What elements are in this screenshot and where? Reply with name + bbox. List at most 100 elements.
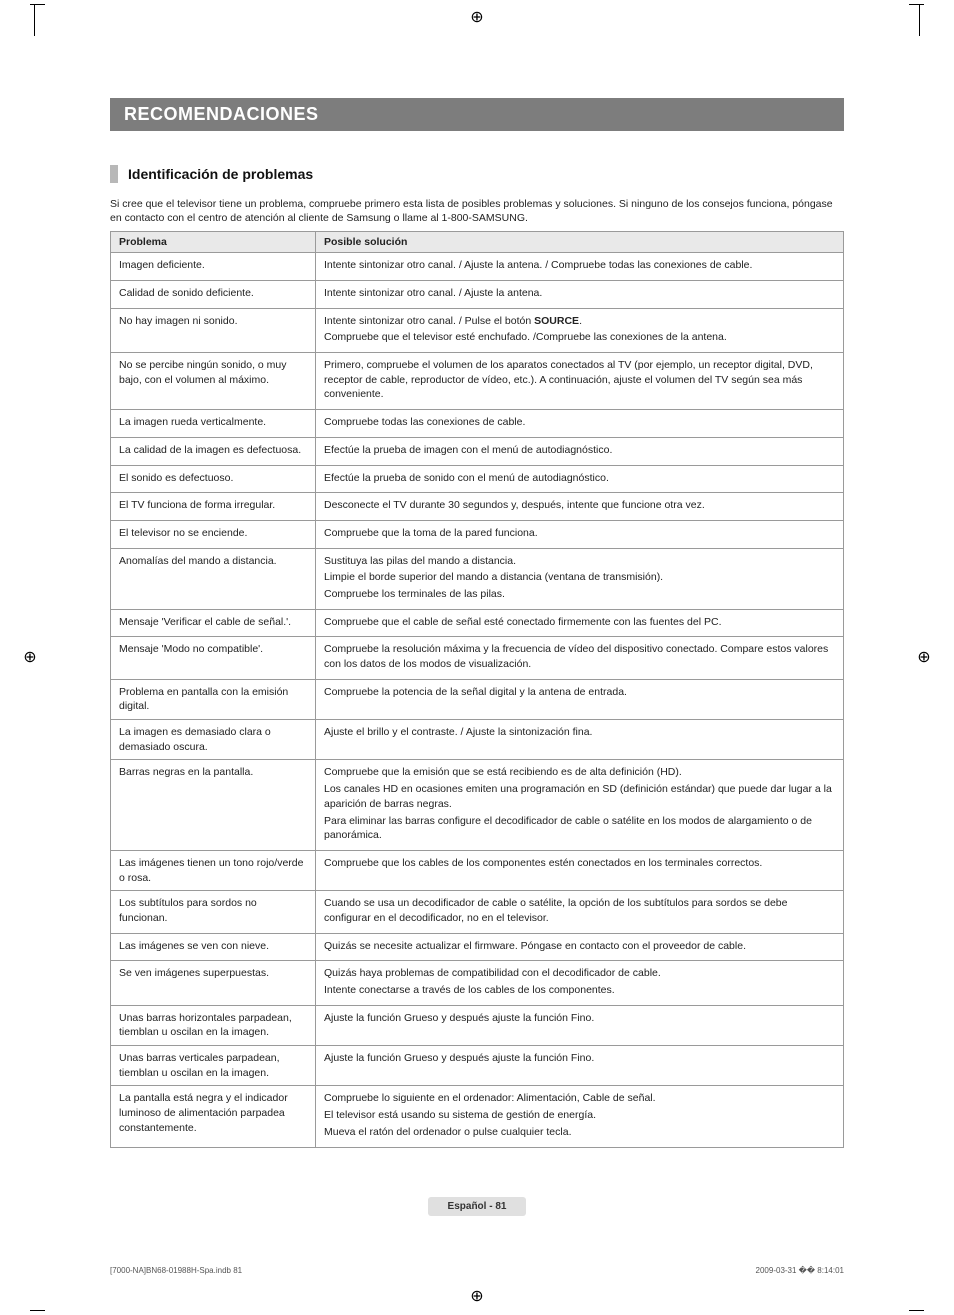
solution-cell: Compruebe la resolución máxima y la frec… <box>316 637 844 679</box>
problem-cell: Problema en pantalla con la emisión digi… <box>111 679 316 719</box>
solution-cell: Compruebe que la toma de la pared funcio… <box>316 520 844 548</box>
solution-cell: Ajuste el brillo y el contraste. / Ajust… <box>316 720 844 760</box>
problem-cell: La imagen rueda verticalmente. <box>111 410 316 438</box>
registration-mark-left: ⊕ <box>22 650 38 666</box>
problem-cell: Anomalías del mando a distancia. <box>111 548 316 609</box>
solution-line: Sustituya las pilas del mando a distanci… <box>324 554 835 569</box>
solution-line: Quizás se necesite actualizar el firmwar… <box>324 939 835 954</box>
col-header-solution: Posible solución <box>316 232 844 253</box>
solution-line: Compruebe lo siguiente en el ordenador: … <box>324 1091 835 1106</box>
solution-cell: Cuando se usa un decodificador de cable … <box>316 891 844 933</box>
solution-cell: Efectúe la prueba de imagen con el menú … <box>316 437 844 465</box>
crop-mark-br <box>909 1296 924 1311</box>
solution-line: Compruebe todas las conexiones de cable. <box>324 415 835 430</box>
registration-mark-bottom: ⊕ <box>469 1289 485 1305</box>
registration-mark-top: ⊕ <box>469 10 485 26</box>
troubleshooting-table: Problema Posible solución Imagen deficie… <box>110 231 844 1147</box>
solution-line: Compruebe la resolución máxima y la frec… <box>324 642 835 671</box>
table-row: Mensaje 'Modo no compatible'. Compruebe l… <box>111 637 844 679</box>
table-row: Unas barras verticales parpadean, tiembl… <box>111 1046 844 1086</box>
solution-cell: Compruebe que los cables de los componen… <box>316 850 844 890</box>
problem-cell: Barras negras en la pantalla. <box>111 760 316 850</box>
print-meta-file: [7000-NA]BN68-01988H-Spa.indb 81 <box>110 1266 242 1275</box>
solution-cell: Desconecte el TV durante 30 segundos y, … <box>316 493 844 521</box>
table-row: No hay imagen ni sonido. Intente sintoniz… <box>111 308 844 352</box>
page-footer: Español - 81 <box>110 1196 844 1216</box>
problem-cell: Unas barras horizontales parpadean, tiem… <box>111 1005 316 1045</box>
solution-line: Ajuste la función Grueso y después ajust… <box>324 1011 835 1026</box>
solution-cell: Sustituya las pilas del mando a distanci… <box>316 548 844 609</box>
solution-line: Intente sintonizar otro canal. / Ajuste … <box>324 286 835 301</box>
solution-line: Quizás haya problemas de compatibilidad … <box>324 966 835 981</box>
table-row: Calidad de sonido deficiente. Intente sin… <box>111 281 844 309</box>
problem-cell: El TV funciona de forma irregular. <box>111 493 316 521</box>
solution-cell: Quizás se necesite actualizar el firmwar… <box>316 933 844 961</box>
solution-cell: Compruebe que la emisión que se está rec… <box>316 760 844 850</box>
solution-line: Cuando se usa un decodificador de cable … <box>324 896 835 925</box>
section-heading-text: Identificación de problemas <box>128 166 313 182</box>
solution-line: Compruebe que los cables de los componen… <box>324 856 835 871</box>
solution-line: Compruebe que el cable de señal esté con… <box>324 615 835 630</box>
print-meta-timestamp: 2009-03-31 �� 8:14:01 <box>756 1266 844 1275</box>
table-row: El televisor no se enciende.Compruebe qu… <box>111 520 844 548</box>
crop-mark-tr <box>909 4 924 19</box>
crop-mark-bl <box>30 1296 45 1311</box>
solution-cell: Efectúe la prueba de sonido con el menú … <box>316 465 844 493</box>
problem-cell: No hay imagen ni sonido. <box>111 308 316 352</box>
page-content: RECOMENDACIONES Identificación de proble… <box>0 0 954 1256</box>
intro-text: Si cree que el televisor tiene un proble… <box>110 197 844 225</box>
table-row: Mensaje 'Verificar el cable de señal.'.C… <box>111 609 844 637</box>
solution-line: Ajuste la función Grueso y después ajust… <box>324 1051 835 1066</box>
solution-line: Compruebe que la toma de la pared funcio… <box>324 526 835 541</box>
section-heading: Identificación de problemas <box>110 165 844 183</box>
problem-cell: Unas barras verticales parpadean, tiembl… <box>111 1046 316 1086</box>
solution-line: Limpie el borde superior del mando a dis… <box>324 570 835 585</box>
solution-line: Primero, compruebe el volumen de los apa… <box>324 358 835 402</box>
solution-line: Compruebe la potencia de la señal digita… <box>324 685 835 700</box>
table-row: La imagen rueda verticalmente. Compruebe … <box>111 410 844 438</box>
solution-line: Intente conectarse a través de los cable… <box>324 983 835 998</box>
solution-cell: Compruebe todas las conexiones de cable. <box>316 410 844 438</box>
solution-line: Compruebe los terminales de las pilas. <box>324 587 835 602</box>
solution-line: Los canales HD en ocasiones emiten una p… <box>324 782 835 811</box>
solution-line: Compruebe que el televisor esté enchufad… <box>324 330 835 345</box>
page-number-pill: Español - 81 <box>428 1197 527 1216</box>
problem-cell: Imagen deficiente. <box>111 253 316 281</box>
table-row: La pantalla está negra y el indicador lu… <box>111 1086 844 1147</box>
print-meta: [7000-NA]BN68-01988H-Spa.indb 81 2009-03… <box>110 1266 844 1275</box>
problem-cell: Calidad de sonido deficiente. <box>111 281 316 309</box>
solution-cell: Primero, compruebe el volumen de los apa… <box>316 353 844 410</box>
solution-cell: Ajuste la función Grueso y después ajust… <box>316 1005 844 1045</box>
problem-cell: No se percibe ningún sonido, o muy bajo,… <box>111 353 316 410</box>
solution-line: Intente sintonizar otro canal. / Pulse e… <box>324 314 835 329</box>
col-header-problem: Problema <box>111 232 316 253</box>
page-title-bar: RECOMENDACIONES <box>110 98 844 131</box>
solution-cell: Intente sintonizar otro canal. / Ajuste … <box>316 281 844 309</box>
problem-cell: La pantalla está negra y el indicador lu… <box>111 1086 316 1147</box>
table-row: Las imágenes tienen un tono rojo/verde o… <box>111 850 844 890</box>
table-row: Anomalías del mando a distancia. Sustituy… <box>111 548 844 609</box>
table-row: El sonido es defectuoso.Efectúe la prueb… <box>111 465 844 493</box>
table-row: Unas barras horizontales parpadean, tiem… <box>111 1005 844 1045</box>
table-row: Imagen deficiente.Intente sintonizar otr… <box>111 253 844 281</box>
solution-line: Mueva el ratón del ordenador o pulse cua… <box>324 1125 835 1140</box>
problem-cell: Las imágenes se ven con nieve. <box>111 933 316 961</box>
solution-line: El televisor está usando su sistema de g… <box>324 1108 835 1123</box>
problem-cell: Mensaje 'Modo no compatible'. <box>111 637 316 679</box>
table-row: Se ven imágenes superpuestas.Quizás haya… <box>111 961 844 1005</box>
solution-line: Efectúe la prueba de sonido con el menú … <box>324 471 835 486</box>
table-row: Las imágenes se ven con nieve. Quizás se … <box>111 933 844 961</box>
problem-cell: Los subtítulos para sordos no funcionan. <box>111 891 316 933</box>
solution-cell: Compruebe que el cable de señal esté con… <box>316 609 844 637</box>
solution-cell: Intente sintonizar otro canal. / Ajuste … <box>316 253 844 281</box>
problem-cell: La imagen es demasiado clara o demasiado… <box>111 720 316 760</box>
solution-cell: Intente sintonizar otro canal. / Pulse e… <box>316 308 844 352</box>
solution-line: Para eliminar las barras configure el de… <box>324 814 835 843</box>
table-row: Problema en pantalla con la emisión digi… <box>111 679 844 719</box>
solution-cell: Quizás haya problemas de compatibilidad … <box>316 961 844 1005</box>
solution-cell: Compruebe lo siguiente en el ordenador: … <box>316 1086 844 1147</box>
solution-cell: Compruebe la potencia de la señal digita… <box>316 679 844 719</box>
problem-cell: La calidad de la imagen es defectuosa. <box>111 437 316 465</box>
table-row: El TV funciona de forma irregular.Descon… <box>111 493 844 521</box>
crop-line-right <box>919 4 920 36</box>
